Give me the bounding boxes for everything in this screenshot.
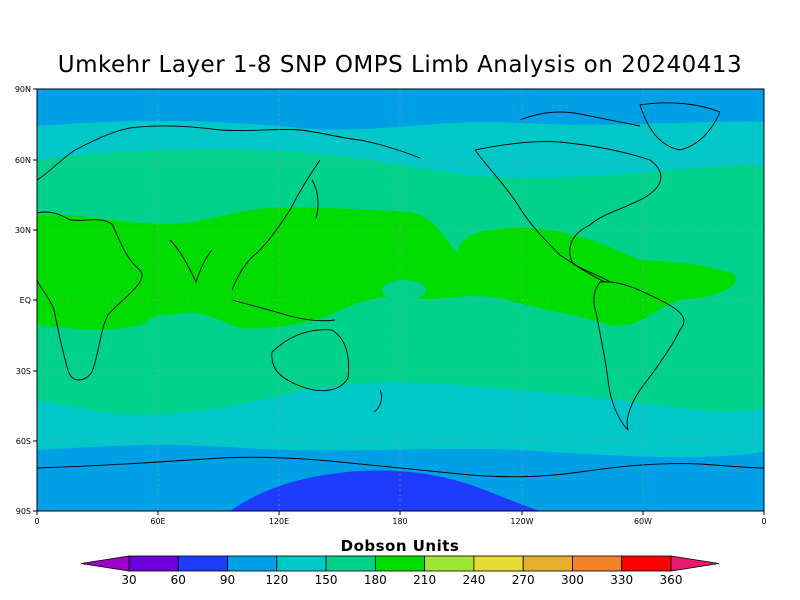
coastlines: [36, 102, 765, 478]
colorbar-label: 210: [413, 573, 436, 587]
lat-label-eq: EQ: [20, 296, 31, 305]
coastline-india: [169, 239, 213, 284]
coastline-australia: [271, 329, 350, 392]
band-150-180-pocket-indian: [148, 315, 188, 329]
coastline-new-zealand: [373, 389, 383, 413]
coastline-antarctica: [36, 456, 765, 478]
colorbar-swatch: [374, 555, 426, 572]
lat-label-60n: 60N: [15, 156, 31, 165]
band-60-90: [230, 470, 540, 511]
colorbar-label: 120: [265, 573, 288, 587]
colorbar-swatch: [621, 555, 672, 572]
colorbar-swatch: [572, 555, 623, 572]
lat-label-30n: 30N: [15, 226, 31, 235]
colorbar-title: Dobson Units: [340, 537, 460, 555]
lon-label-180: 180: [392, 517, 407, 526]
colorbar-arrow-low: [80, 555, 130, 572]
colorbar-label: 90: [220, 573, 235, 587]
colorbar: 30 60 90 120 150 180 210 240 270 300 330 360: [80, 555, 720, 587]
map-plot-area: 90N 60N 30N EQ 30S 60S 90S 0 60E 120E 18…: [15, 85, 767, 526]
colorbar-label: 360: [660, 573, 683, 587]
lon-label-60w: 60W: [634, 517, 652, 526]
lon-label-0-left: 0: [34, 517, 39, 526]
colorbar-label: 30: [121, 573, 136, 587]
colorbar-swatch: [522, 555, 573, 572]
coastline-japan: [311, 179, 319, 219]
colorbar-label: 270: [512, 573, 535, 587]
colorbar-swatch: [473, 555, 524, 572]
coastline-eurasia-north: [36, 125, 421, 181]
colorbar-label: 240: [462, 573, 485, 587]
colorbar-swatch: [227, 555, 278, 572]
lon-label-0-right: 0: [761, 517, 766, 526]
coastline-africa: [36, 211, 143, 381]
lat-label-90n: 90N: [15, 85, 31, 94]
coastline-indonesia: [231, 299, 336, 322]
coastline-greenland: [639, 102, 721, 151]
coastline-south-america: [593, 281, 685, 431]
colorbar-swatch: [424, 555, 475, 572]
coastline-north-america-west: [474, 149, 606, 283]
coastline-north-america: [474, 141, 662, 283]
band-180-210: [37, 207, 736, 330]
lat-label-90s: 90S: [16, 507, 31, 516]
lat-label-30s: 30S: [16, 367, 31, 376]
colorbar-label: 300: [561, 573, 584, 587]
lon-label-60e: 60E: [150, 517, 165, 526]
colorbar-arrow-high: [670, 555, 720, 572]
colorbar-swatch: [276, 555, 327, 572]
colorbar-swatch: [177, 555, 228, 572]
gridlines: [37, 89, 764, 511]
colorbar-label: 60: [171, 573, 186, 587]
coastline-asia-east: [231, 159, 321, 291]
lon-label-120e: 120E: [269, 517, 289, 526]
colorbar-label: 150: [315, 573, 338, 587]
coastline-arctic-islands: [519, 111, 641, 127]
colorbar-label: 330: [610, 573, 633, 587]
page-title: Umkehr Layer 1-8 SNP OMPS Limb Analysis …: [57, 52, 743, 78]
colorbar-swatch: [325, 555, 376, 572]
lon-label-120w: 120W: [510, 517, 533, 526]
colorbar-swatch: [128, 555, 179, 572]
band-150-180-pocket-pacific: [382, 280, 426, 300]
colorbar-label: 180: [364, 573, 387, 587]
tick-marks: [33, 88, 765, 515]
lat-label-60s: 60S: [16, 437, 31, 446]
